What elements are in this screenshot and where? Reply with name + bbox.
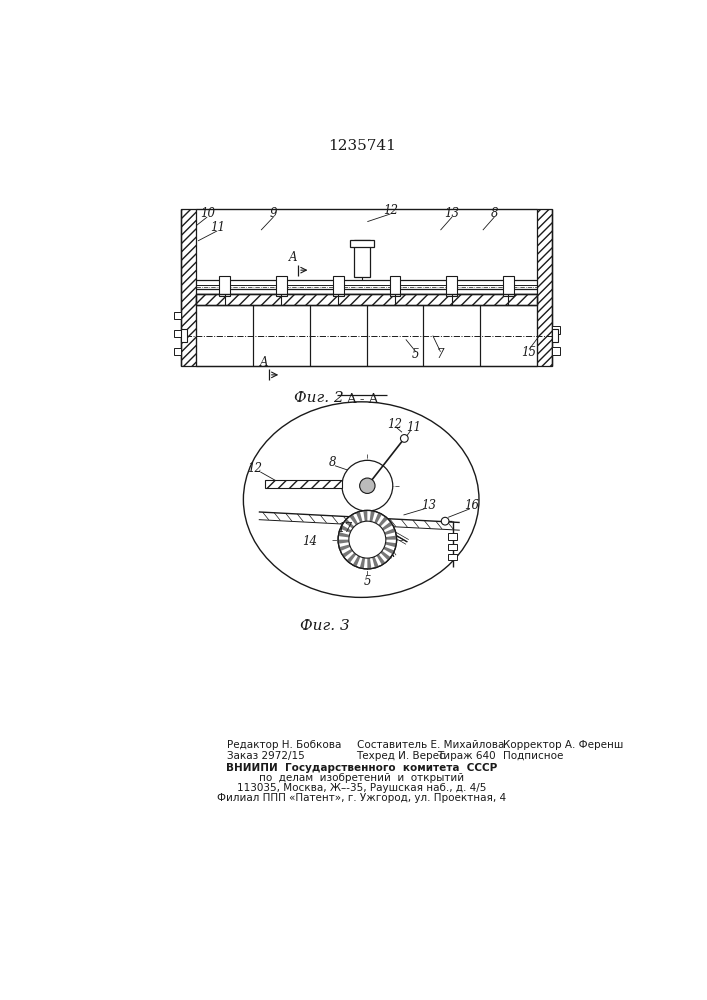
Wedge shape — [353, 556, 361, 567]
Text: 12: 12 — [383, 204, 398, 217]
Text: Редактор Н. Бобкова: Редактор Н. Бобкова — [227, 740, 341, 750]
Text: 16: 16 — [464, 499, 479, 512]
Text: 5: 5 — [363, 575, 371, 588]
Bar — [366, 305, 423, 366]
Text: 17: 17 — [337, 522, 352, 535]
Bar — [253, 305, 310, 366]
Circle shape — [360, 478, 375, 493]
Text: 14: 14 — [302, 535, 317, 548]
Text: 11: 11 — [210, 221, 225, 234]
Bar — [552, 347, 560, 355]
Bar — [423, 305, 480, 366]
Text: Составитель Е. Михайлова: Составитель Е. Михайлова — [356, 740, 504, 750]
Text: 12: 12 — [247, 462, 262, 475]
Text: 1235741: 1235741 — [328, 139, 396, 153]
Bar — [265, 480, 342, 488]
Text: Фиг. 2: Фиг. 2 — [294, 391, 344, 405]
Text: Техред И. Верес: Техред И. Верес — [356, 751, 445, 761]
Wedge shape — [340, 525, 351, 533]
Circle shape — [342, 460, 393, 511]
Bar — [480, 305, 537, 366]
Wedge shape — [383, 547, 395, 554]
Text: 8: 8 — [491, 207, 498, 220]
Text: Филиал ППП «Патент», г. Ужгород, ул. Проектная, 4: Филиал ППП «Патент», г. Ужгород, ул. Про… — [217, 793, 506, 803]
Bar — [174, 348, 181, 355]
Wedge shape — [339, 544, 351, 551]
Wedge shape — [385, 536, 397, 540]
Bar — [197, 294, 537, 305]
Text: Тираж 640: Тираж 640 — [437, 751, 496, 761]
Bar — [333, 276, 344, 296]
Text: 7: 7 — [437, 348, 444, 361]
Text: 12: 12 — [387, 418, 402, 431]
Text: Фиг. 3: Фиг. 3 — [300, 619, 350, 633]
Text: Корректор А. Ференш: Корректор А. Ференш — [503, 740, 624, 750]
Bar — [219, 276, 230, 296]
Bar — [503, 276, 514, 296]
Wedge shape — [372, 557, 379, 568]
Text: 113035, Москва, Ж–-35, Раушская наб., д. 4/5: 113035, Москва, Ж–-35, Раушская наб., д.… — [238, 783, 486, 793]
Bar — [197, 294, 537, 305]
Wedge shape — [342, 549, 353, 558]
Wedge shape — [377, 554, 385, 565]
Wedge shape — [378, 516, 388, 527]
Wedge shape — [363, 510, 368, 521]
Bar — [552, 329, 559, 342]
Wedge shape — [368, 558, 371, 569]
Wedge shape — [380, 551, 391, 560]
Wedge shape — [338, 540, 349, 544]
Text: 10: 10 — [199, 207, 215, 220]
Text: 5: 5 — [412, 348, 419, 361]
Text: ВНИИПИ  Государственного  комитета  СССР: ВНИИПИ Государственного комитета СССР — [226, 763, 498, 773]
Text: A: A — [289, 251, 298, 264]
Text: по  делам  изобретений  и  открытий: по делам изобретений и открытий — [259, 773, 464, 783]
Text: Подписное: Подписное — [503, 751, 563, 761]
Wedge shape — [349, 514, 358, 525]
Wedge shape — [374, 513, 382, 524]
Wedge shape — [346, 553, 356, 563]
Bar — [354, 240, 370, 277]
Text: A - A: A - A — [346, 393, 378, 406]
Wedge shape — [356, 511, 363, 523]
Text: 11: 11 — [406, 421, 421, 434]
Wedge shape — [360, 558, 365, 569]
Wedge shape — [370, 511, 375, 522]
Text: Заказ 2972/15: Заказ 2972/15 — [227, 751, 305, 761]
Bar — [181, 329, 187, 342]
Bar — [448, 554, 457, 560]
Bar — [537, 209, 552, 366]
Circle shape — [400, 435, 408, 442]
Bar — [390, 276, 400, 296]
Text: A: A — [260, 356, 269, 369]
Text: 13: 13 — [445, 207, 460, 220]
Bar — [174, 330, 181, 337]
Bar — [552, 326, 560, 334]
Ellipse shape — [243, 402, 479, 597]
Wedge shape — [339, 532, 349, 537]
Bar — [448, 533, 457, 540]
Bar — [446, 276, 457, 296]
Bar — [448, 544, 457, 550]
Bar — [181, 209, 197, 366]
Text: 15: 15 — [522, 346, 537, 359]
Bar — [197, 305, 253, 366]
Circle shape — [338, 510, 397, 569]
Wedge shape — [385, 542, 397, 547]
Bar — [310, 305, 366, 366]
Wedge shape — [382, 522, 392, 530]
Wedge shape — [385, 528, 396, 535]
Circle shape — [349, 521, 386, 558]
Bar — [351, 240, 373, 247]
Bar — [276, 276, 287, 296]
Text: 13: 13 — [421, 499, 436, 512]
Text: 8: 8 — [329, 456, 337, 469]
Wedge shape — [344, 519, 354, 529]
Text: 9: 9 — [269, 207, 277, 220]
Bar — [174, 312, 181, 319]
Circle shape — [441, 517, 449, 525]
